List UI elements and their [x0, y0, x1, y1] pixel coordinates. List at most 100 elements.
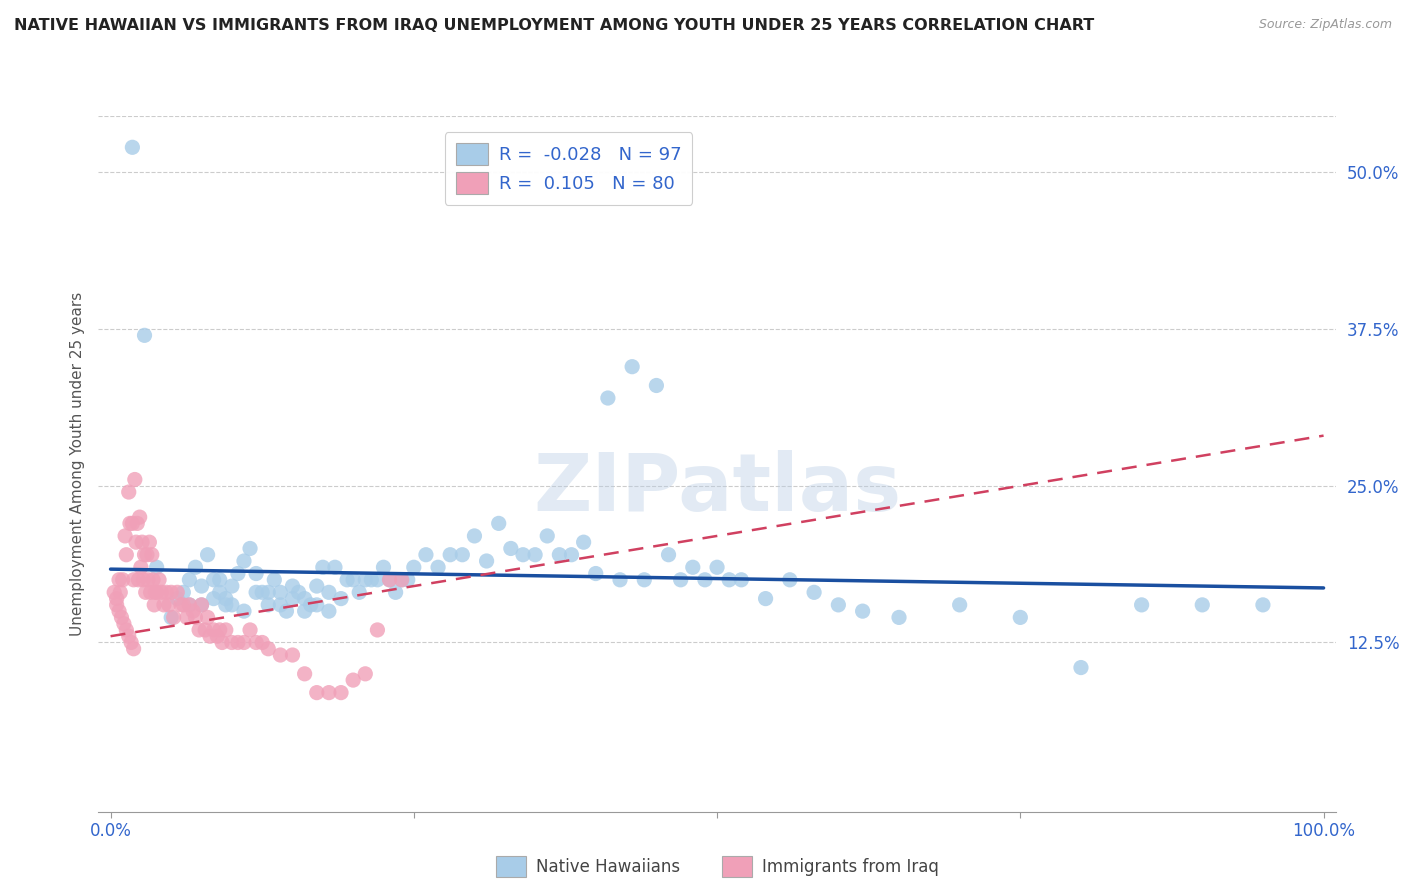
Point — [415, 548, 437, 562]
Point — [128, 510, 150, 524]
Point — [120, 635, 142, 649]
Point — [114, 529, 136, 543]
Point — [294, 604, 316, 618]
Point — [184, 610, 207, 624]
Point — [305, 579, 328, 593]
Point — [111, 573, 134, 587]
Point — [342, 573, 364, 587]
Point — [138, 535, 160, 549]
Point — [202, 623, 225, 637]
Y-axis label: Unemployment Among Youth under 25 years: Unemployment Among Youth under 25 years — [69, 292, 84, 636]
Point — [512, 548, 534, 562]
Point — [134, 328, 156, 343]
Point — [312, 560, 335, 574]
Point — [153, 598, 176, 612]
Point — [396, 573, 419, 587]
Point — [682, 560, 704, 574]
Point — [669, 573, 692, 587]
Point — [949, 598, 972, 612]
Point — [427, 560, 450, 574]
Point — [250, 635, 273, 649]
Point — [318, 604, 340, 618]
Point — [136, 548, 159, 562]
Point — [1010, 610, 1032, 624]
Point — [122, 573, 145, 587]
Point — [360, 573, 382, 587]
Point — [179, 598, 201, 612]
Point — [136, 573, 159, 587]
Point — [451, 548, 474, 562]
Point — [645, 378, 668, 392]
Point — [633, 573, 655, 587]
Point — [160, 610, 183, 624]
Point — [181, 604, 204, 618]
Point — [179, 573, 201, 587]
Point — [122, 641, 145, 656]
Point — [294, 591, 316, 606]
Point — [342, 673, 364, 687]
Point — [1130, 598, 1153, 612]
Point — [142, 573, 165, 587]
Point — [536, 529, 558, 543]
Point — [305, 598, 328, 612]
Point — [202, 573, 225, 587]
Point — [245, 585, 267, 599]
Point — [226, 635, 249, 649]
Point — [121, 516, 143, 531]
Point — [263, 573, 285, 587]
Point — [1251, 598, 1274, 612]
Point — [176, 610, 198, 624]
Point — [257, 598, 280, 612]
Point — [157, 598, 180, 612]
Point — [391, 573, 413, 587]
Point — [281, 579, 304, 593]
Point — [257, 641, 280, 656]
Point — [779, 573, 801, 587]
Point — [110, 585, 132, 599]
Point — [179, 598, 201, 612]
Point — [190, 598, 212, 612]
Point — [208, 585, 231, 599]
Point — [657, 548, 679, 562]
Point — [166, 591, 188, 606]
Point — [366, 573, 388, 587]
Point — [373, 560, 395, 574]
Point — [548, 548, 571, 562]
Point — [803, 585, 825, 599]
Point — [269, 585, 291, 599]
Point — [347, 585, 370, 599]
Point — [572, 535, 595, 549]
Point — [134, 548, 156, 562]
Point — [135, 585, 157, 599]
Point — [887, 610, 910, 624]
Point — [384, 585, 406, 599]
Point — [257, 585, 280, 599]
Point — [693, 573, 716, 587]
Point — [299, 598, 322, 612]
Point — [718, 573, 741, 587]
Point — [208, 623, 231, 637]
Point — [155, 585, 177, 599]
Point — [294, 666, 316, 681]
Point — [150, 585, 173, 599]
Point — [202, 591, 225, 606]
Point — [609, 573, 631, 587]
Point — [166, 585, 188, 599]
Point — [141, 548, 163, 562]
Point — [221, 598, 243, 612]
Point — [323, 560, 346, 574]
Point — [852, 604, 875, 618]
Text: ZIPatlas: ZIPatlas — [533, 450, 901, 528]
Point — [281, 591, 304, 606]
Point — [118, 629, 141, 643]
Legend: Native Hawaiians, Immigrants from Iraq: Native Hawaiians, Immigrants from Iraq — [489, 850, 945, 883]
Point — [305, 685, 328, 699]
Point — [125, 535, 148, 549]
Point — [184, 560, 207, 574]
Point — [391, 573, 413, 587]
Point — [269, 598, 291, 612]
Point — [233, 635, 256, 649]
Point — [276, 604, 298, 618]
Point — [172, 585, 194, 599]
Point — [378, 573, 401, 587]
